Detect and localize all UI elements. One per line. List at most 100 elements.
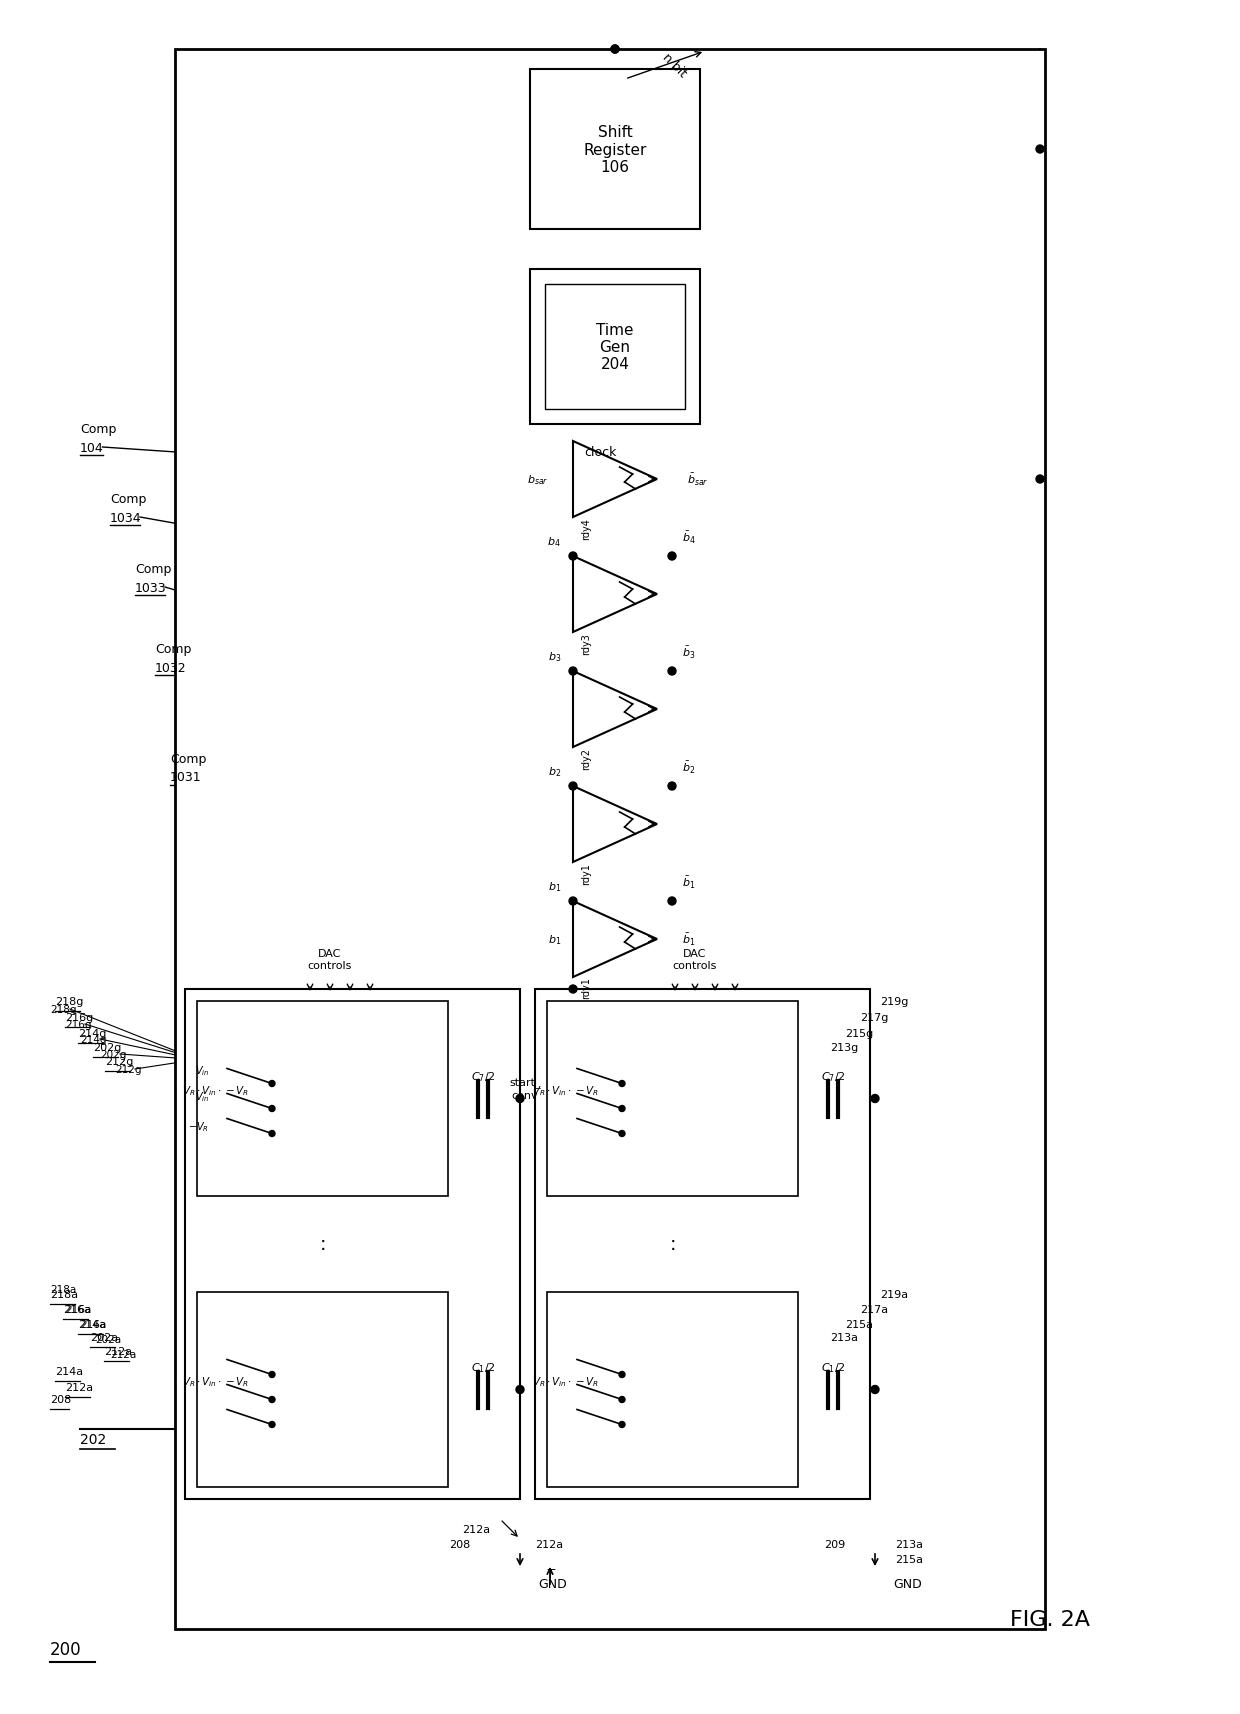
Text: 202g: 202g xyxy=(100,1049,126,1059)
Text: 213a: 213a xyxy=(830,1332,858,1342)
Text: :: : xyxy=(670,1234,676,1253)
Text: Time
Gen
204: Time Gen 204 xyxy=(596,322,634,372)
Text: 219g: 219g xyxy=(880,996,909,1006)
Text: 216g: 216g xyxy=(64,1013,93,1023)
Text: rdy1: rdy1 xyxy=(582,977,591,998)
Circle shape xyxy=(668,552,676,560)
Text: 215a: 215a xyxy=(844,1320,873,1330)
Text: GND: GND xyxy=(538,1577,567,1591)
Circle shape xyxy=(269,1106,275,1112)
Circle shape xyxy=(269,1397,275,1402)
Circle shape xyxy=(516,1095,525,1102)
Text: 202a: 202a xyxy=(91,1332,118,1342)
Text: $V_R \cdot V_{in} \cdot -V_R$: $V_R \cdot V_{in} \cdot -V_R$ xyxy=(532,1375,599,1388)
Circle shape xyxy=(619,1397,625,1402)
Text: $V_R \cdot V_{in} \cdot -V_R$: $V_R \cdot V_{in} \cdot -V_R$ xyxy=(532,1083,599,1097)
Text: 212a: 212a xyxy=(461,1524,490,1534)
Text: $C_1/2$: $C_1/2$ xyxy=(471,1361,495,1375)
Text: 212g: 212g xyxy=(105,1056,134,1066)
Text: Comp: Comp xyxy=(155,643,191,656)
Text: 213a: 213a xyxy=(895,1539,923,1549)
Text: 217a: 217a xyxy=(861,1304,888,1315)
Circle shape xyxy=(611,46,619,53)
Text: 214a: 214a xyxy=(78,1320,107,1330)
Text: rdy3: rdy3 xyxy=(582,632,591,655)
Bar xyxy=(197,1292,448,1488)
Circle shape xyxy=(1035,476,1044,483)
Text: 212a: 212a xyxy=(104,1345,133,1356)
Text: T: T xyxy=(546,1568,554,1580)
Circle shape xyxy=(269,1082,275,1087)
Text: $b_1$: $b_1$ xyxy=(548,932,560,946)
Text: Comp: Comp xyxy=(170,752,206,766)
Text: $\bar{b}_4$: $\bar{b}_4$ xyxy=(682,530,696,545)
Text: DAC
controls: DAC controls xyxy=(673,948,717,970)
Text: $C_7/2$: $C_7/2$ xyxy=(471,1070,495,1083)
Circle shape xyxy=(668,783,676,790)
Text: 218g: 218g xyxy=(55,996,83,1006)
Text: Comp: Comp xyxy=(81,423,117,437)
Text: $\bar{b}_1$: $\bar{b}_1$ xyxy=(682,874,696,890)
Text: 218a: 218a xyxy=(50,1289,78,1299)
Text: 202: 202 xyxy=(81,1433,107,1447)
Circle shape xyxy=(619,1421,625,1428)
Text: rdy4: rdy4 xyxy=(582,518,591,540)
Text: Shift
Register
106: Shift Register 106 xyxy=(583,125,647,175)
Text: $\bar{b}_2$: $\bar{b}_2$ xyxy=(682,759,696,775)
Circle shape xyxy=(569,668,577,675)
Text: 216a: 216a xyxy=(81,1320,107,1330)
Text: $V_R \cdot V_{in} \cdot -V_R$: $V_R \cdot V_{in} \cdot -V_R$ xyxy=(182,1083,249,1097)
Text: 104: 104 xyxy=(81,440,104,454)
Text: start_
conv: start_ conv xyxy=(510,1078,541,1100)
Text: clock: clock xyxy=(584,446,616,459)
Circle shape xyxy=(269,1421,275,1428)
Text: 212a: 212a xyxy=(64,1381,93,1392)
Bar xyxy=(197,1001,448,1196)
Text: 217g: 217g xyxy=(861,1013,888,1023)
Text: 212a: 212a xyxy=(110,1349,136,1359)
Circle shape xyxy=(870,1385,879,1393)
Circle shape xyxy=(569,898,577,905)
Text: 1032: 1032 xyxy=(155,662,187,674)
Bar xyxy=(529,269,701,425)
Text: 1033: 1033 xyxy=(135,581,166,595)
Text: $V_{in}$: $V_{in}$ xyxy=(195,1090,210,1104)
Circle shape xyxy=(619,1106,625,1112)
Text: $-V_R$: $-V_R$ xyxy=(188,1119,210,1133)
Text: 214a: 214a xyxy=(55,1366,83,1376)
Bar xyxy=(547,1292,799,1488)
Circle shape xyxy=(619,1131,625,1136)
Text: 202g: 202g xyxy=(93,1042,122,1052)
Bar xyxy=(546,285,684,410)
Text: 209: 209 xyxy=(823,1539,844,1549)
Text: 208: 208 xyxy=(50,1393,71,1404)
Text: 214g: 214g xyxy=(78,1028,107,1039)
Text: DAC
controls: DAC controls xyxy=(308,948,352,970)
Text: 215a: 215a xyxy=(895,1555,923,1565)
Bar xyxy=(175,50,1045,1628)
Circle shape xyxy=(569,552,577,560)
Text: $b_3$: $b_3$ xyxy=(548,650,560,663)
Text: 216a: 216a xyxy=(64,1304,92,1315)
Text: $C_7/2$: $C_7/2$ xyxy=(821,1070,846,1083)
Circle shape xyxy=(269,1371,275,1378)
Bar xyxy=(547,1001,799,1196)
Text: Comp: Comp xyxy=(135,564,171,576)
Text: n bit: n bit xyxy=(660,50,689,79)
Bar xyxy=(529,70,701,230)
Text: 219a: 219a xyxy=(880,1289,908,1299)
Text: :: : xyxy=(319,1234,326,1253)
Circle shape xyxy=(1035,146,1044,154)
Text: 214g: 214g xyxy=(81,1034,107,1044)
Text: 208: 208 xyxy=(449,1539,470,1549)
Circle shape xyxy=(668,668,676,675)
Text: Comp: Comp xyxy=(110,494,146,506)
Text: 216g: 216g xyxy=(64,1020,92,1030)
Text: 1031: 1031 xyxy=(170,771,202,783)
Circle shape xyxy=(668,898,676,905)
Text: 1034: 1034 xyxy=(110,511,141,524)
Text: 213g: 213g xyxy=(830,1042,858,1052)
Circle shape xyxy=(870,1095,879,1102)
Text: $V_R \cdot V_{in} \cdot -V_R$: $V_R \cdot V_{in} \cdot -V_R$ xyxy=(182,1375,249,1388)
Text: 215g: 215g xyxy=(844,1028,873,1039)
